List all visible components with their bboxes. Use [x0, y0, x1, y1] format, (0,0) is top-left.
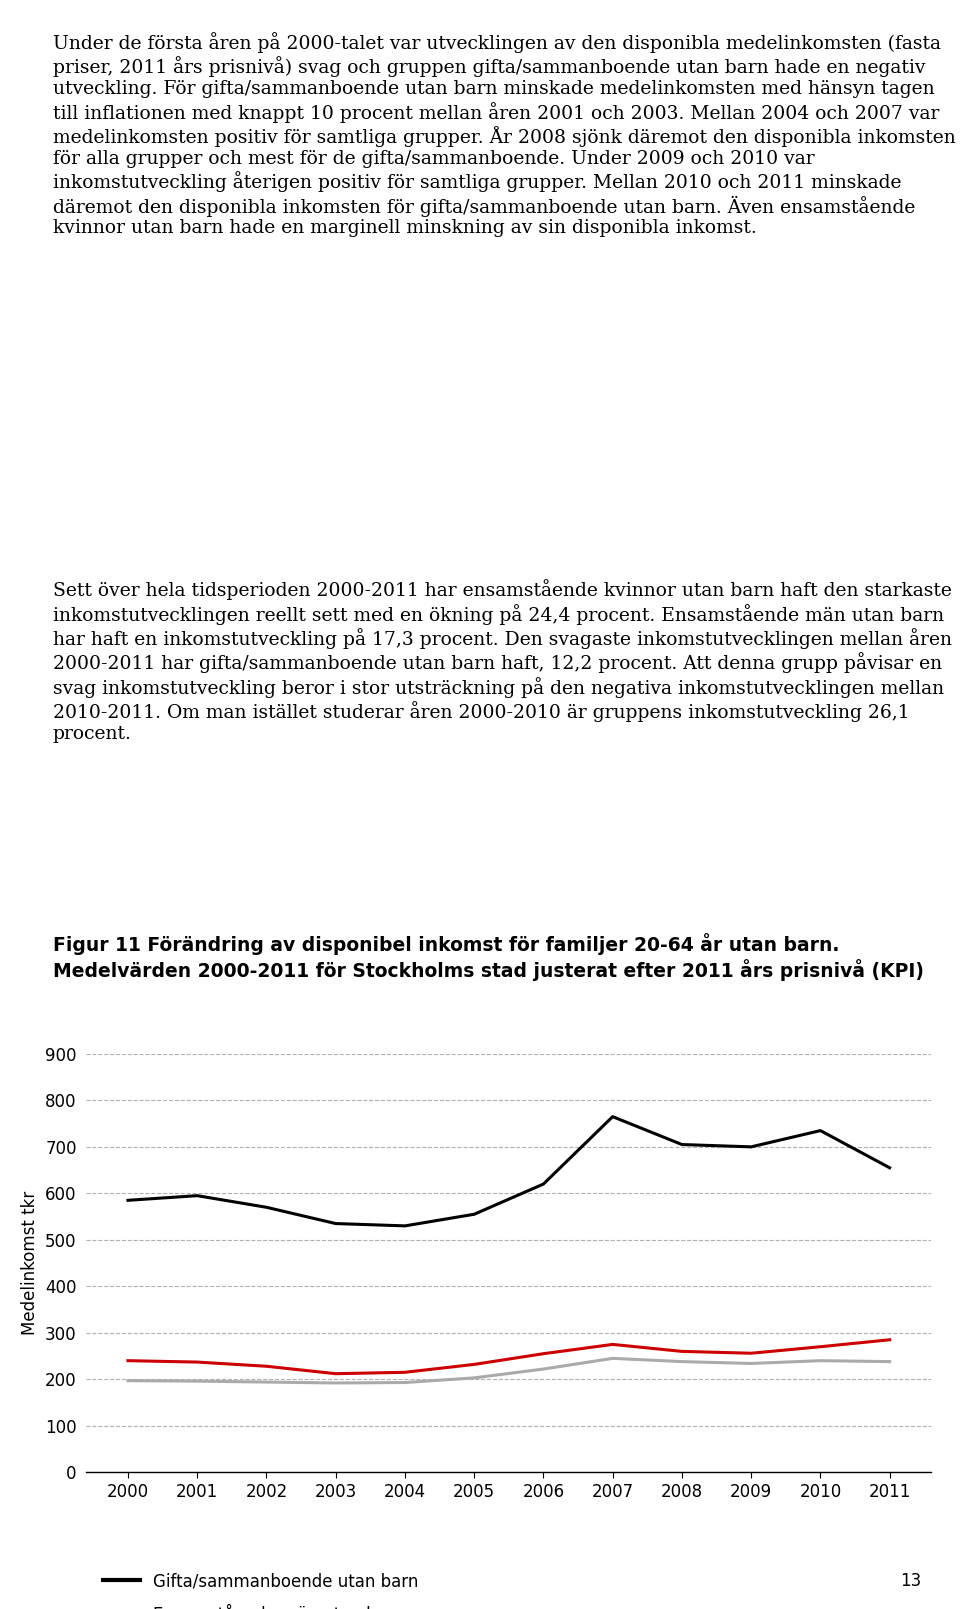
Y-axis label: Medelinkomst tkr: Medelinkomst tkr [21, 1191, 39, 1335]
Text: Under de första åren på 2000-talet var utvecklingen av den disponibla medelinkom: Under de första åren på 2000-talet var u… [53, 32, 955, 238]
Text: Figur 11 Förändring av disponibel inkomst för familjer 20-64 år utan barn. Medel: Figur 11 Förändring av disponibel inkoms… [53, 933, 924, 981]
Text: Sett över hela tidsperioden 2000-2011 har ensamstående kvinnor utan barn haft de: Sett över hela tidsperioden 2000-2011 ha… [53, 579, 951, 743]
Text: 13: 13 [900, 1572, 922, 1590]
Legend: Gifta/sammanboende utan barn, Ensamstående män utan barn, Ensamstående kvinnor u: Gifta/sammanboende utan barn, Ensamståen… [103, 1572, 429, 1609]
